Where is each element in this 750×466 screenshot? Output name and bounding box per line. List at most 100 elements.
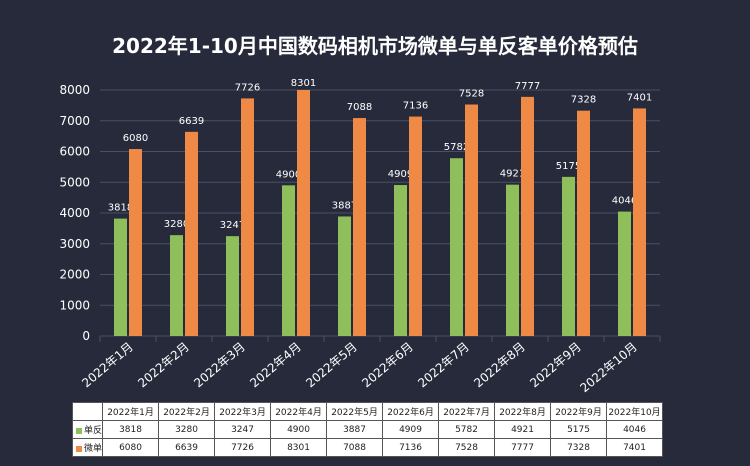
bar-mirrorless [241, 98, 254, 336]
table-header-cell: 2022年4月 [270, 402, 328, 421]
data-label: 8301 [291, 78, 316, 89]
table-cell: 5175 [550, 420, 608, 439]
x-tick-label: 2022年9月 [527, 340, 584, 391]
table-header-cell: 2022年9月 [550, 402, 608, 421]
table-cell: 7328 [550, 438, 608, 457]
chart-title: 2022年1-10月中国数码相机市场微单与单反客单价格预估 [112, 34, 638, 58]
data-label: 3247 [220, 220, 245, 231]
y-tick-label: 8000 [59, 83, 90, 97]
bar-mirrorless [353, 118, 366, 336]
data-label: 6080 [123, 133, 148, 144]
y-tick-label: 2000 [59, 268, 90, 282]
bar-single-lens [618, 211, 631, 336]
data-label: 3818 [108, 203, 133, 214]
x-tick-label: 2022年2月 [135, 340, 192, 391]
table-cell: 7777 [494, 438, 552, 457]
table-cell: 3887 [326, 420, 384, 439]
table-header-cell: 2022年2月 [158, 402, 216, 421]
table-cell: 4900 [270, 420, 328, 439]
y-tick-label: 1000 [59, 298, 90, 312]
table-row: 微单 6080 6639 7726 8301 7088 7136 7528 7777 7328 74… [71, 438, 664, 457]
table-cell: 4921 [494, 420, 552, 439]
data-label: 7328 [571, 95, 596, 106]
table-cell: 8301 [270, 438, 328, 457]
table-cell: 3280 [158, 420, 216, 439]
table-header-cell: 2022年3月 [214, 402, 272, 421]
data-label: 7777 [515, 81, 540, 92]
bar-mirrorless [521, 96, 534, 337]
data-label: 5175 [556, 161, 581, 172]
data-label: 6639 [179, 116, 204, 127]
y-tick-label: 6000 [59, 145, 90, 159]
table-corner [71, 402, 104, 421]
data-label: 7528 [459, 89, 484, 100]
legend-swatch [76, 445, 82, 452]
bar-single-lens [338, 216, 351, 336]
x-tick-label: 2022年10月 [577, 340, 639, 396]
table-cell: 7528 [438, 438, 496, 457]
y-tick-label: 3000 [59, 237, 90, 251]
data-label: 7088 [347, 102, 372, 113]
legend-entry: 微单 [71, 438, 104, 457]
table-cell: 7726 [214, 438, 272, 457]
x-tick-label: 2022年6月 [359, 340, 416, 391]
table-header-cell: 2022年7月 [438, 402, 496, 421]
table-cell: 4046 [606, 420, 664, 439]
bar-mirrorless [633, 108, 646, 336]
data-label: 4909 [388, 169, 413, 180]
data-label: 7726 [235, 82, 260, 93]
legend-entry: 单反 [71, 420, 104, 439]
table-cell: 7401 [606, 438, 664, 457]
legend-label: 单反 [84, 426, 103, 436]
x-tick-label: 2022年8月 [471, 340, 528, 391]
bar-single-lens [226, 236, 239, 336]
x-tick-label: 2022年4月 [247, 340, 304, 391]
bar-mirrorless [577, 110, 590, 336]
x-tick-label: 2022年3月 [191, 340, 248, 391]
data-label: 7401 [627, 92, 652, 103]
bar-single-lens [506, 184, 519, 336]
x-tick-label: 2022年1月 [79, 340, 136, 391]
bar-single-lens [562, 176, 575, 336]
x-tick-label: 2022年5月 [303, 340, 360, 391]
bar-mirrorless [465, 104, 478, 336]
data-label: 4046 [612, 196, 637, 207]
y-tick-label: 5000 [59, 175, 90, 189]
table-header-row: 2022年1月 2022年2月 2022年3月 2022年4月 2022年5月 2022年… [71, 402, 664, 421]
y-tick-label: 4000 [59, 206, 90, 220]
table-cell: 3818 [102, 420, 160, 439]
table-cell: 6080 [102, 438, 160, 457]
y-tick-label: 0 [82, 329, 90, 343]
table-header-cell: 2022年1月 [102, 402, 160, 421]
table-header-cell: 2022年10月 [606, 402, 664, 421]
data-table: 2022年1月 2022年2月 2022年3月 2022年4月 2022年5月 2022年… [71, 402, 664, 457]
table-cell: 4909 [382, 420, 440, 439]
table-header-cell: 2022年5月 [326, 402, 384, 421]
bar-mirrorless [185, 131, 198, 336]
bar-single-lens [394, 185, 407, 336]
table-cell: 7136 [382, 438, 440, 457]
table-cell: 3247 [214, 420, 272, 439]
table-header-cell: 2022年6月 [382, 402, 440, 421]
data-label: 3887 [332, 200, 357, 211]
bar-single-lens [450, 158, 463, 336]
table-cell: 6639 [158, 438, 216, 457]
bar-mirrorless [409, 116, 422, 337]
data-label: 3280 [164, 219, 189, 230]
table-row: 单反 3818 3280 3247 4900 3887 4909 5782 4921 5175 40… [71, 420, 664, 439]
table-cell: 7088 [326, 438, 384, 457]
bar-single-lens [170, 235, 183, 336]
data-label: 4900 [276, 169, 301, 180]
data-label: 4921 [500, 169, 525, 180]
bar-single-lens [282, 185, 295, 336]
y-tick-label: 7000 [59, 114, 90, 128]
legend-label: 微单 [84, 444, 103, 454]
bar-mirrorless [297, 90, 310, 336]
table-header-cell: 2022年8月 [494, 402, 552, 421]
data-label: 7136 [403, 101, 428, 112]
x-tick-label: 2022年7月 [415, 340, 472, 391]
legend-swatch [76, 427, 82, 434]
bar-single-lens [114, 218, 127, 336]
